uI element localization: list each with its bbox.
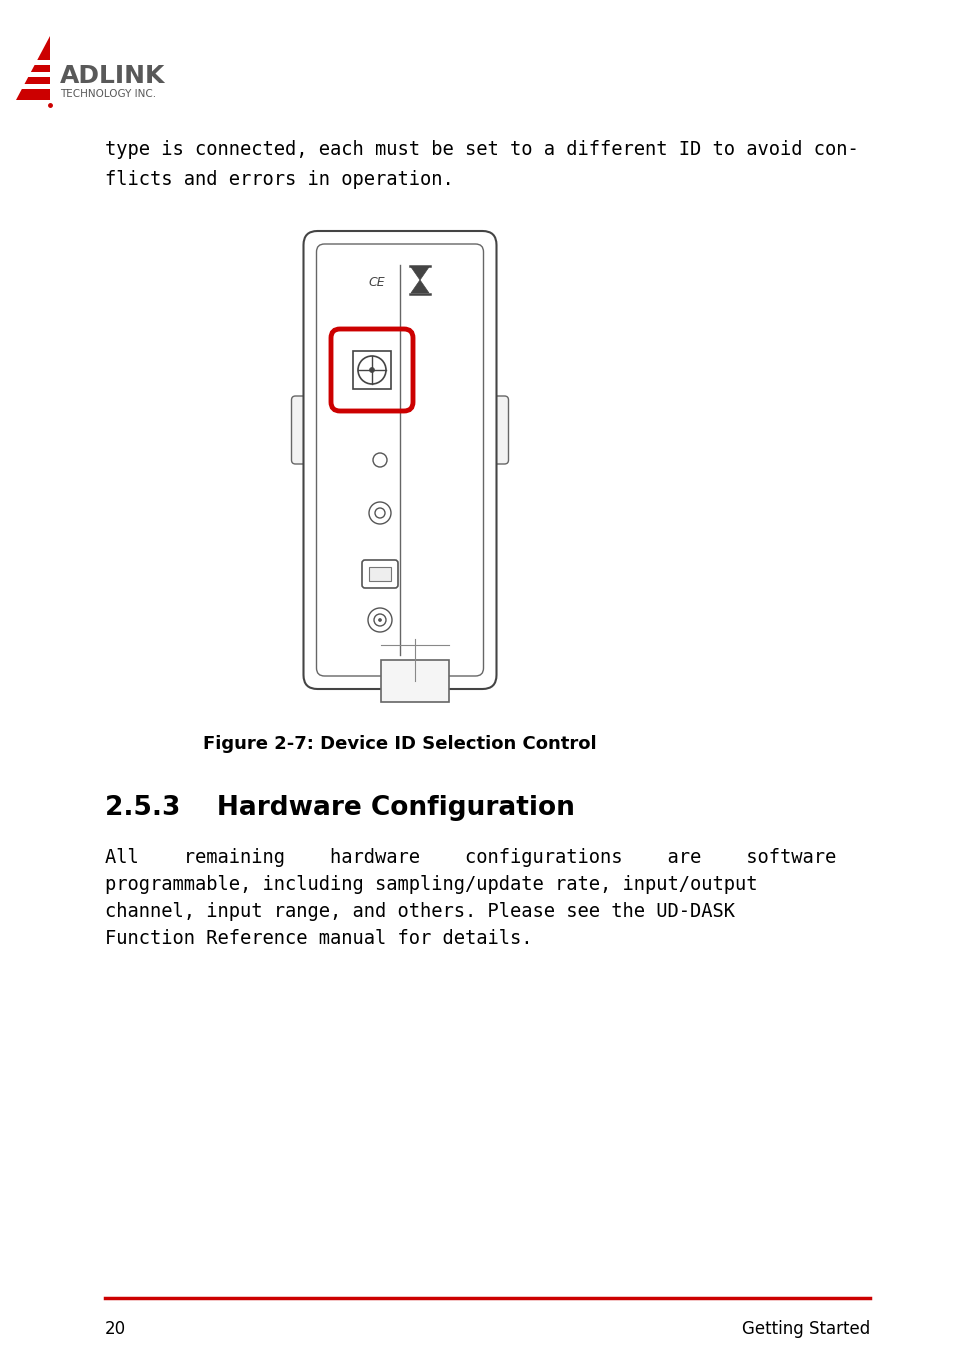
Circle shape <box>373 453 387 466</box>
Text: ADLINK: ADLINK <box>60 64 165 88</box>
Polygon shape <box>16 37 50 100</box>
Circle shape <box>368 608 392 631</box>
Text: 2.5.3    Hardware Configuration: 2.5.3 Hardware Configuration <box>105 795 575 821</box>
Circle shape <box>357 356 386 384</box>
FancyBboxPatch shape <box>292 396 321 464</box>
FancyBboxPatch shape <box>361 560 397 588</box>
Polygon shape <box>411 280 429 293</box>
Text: All    remaining    hardware    configurations    are    software: All remaining hardware configurations ar… <box>105 848 836 867</box>
Text: Function Reference manual for details.: Function Reference manual for details. <box>105 929 532 948</box>
Circle shape <box>369 502 391 525</box>
Bar <box>20 59 50 65</box>
FancyBboxPatch shape <box>478 396 508 464</box>
Circle shape <box>369 368 375 373</box>
Bar <box>353 352 391 389</box>
Text: flicts and errors in operation.: flicts and errors in operation. <box>105 170 454 189</box>
FancyBboxPatch shape <box>303 231 496 690</box>
Bar <box>380 660 449 702</box>
Text: type is connected, each must be set to a different ID to avoid con-: type is connected, each must be set to a… <box>105 141 858 160</box>
Bar <box>20 84 50 89</box>
Bar <box>369 566 391 581</box>
Text: Figure 2-7: Device ID Selection Control: Figure 2-7: Device ID Selection Control <box>203 735 597 753</box>
FancyBboxPatch shape <box>316 243 483 676</box>
Text: TECHNOLOGY INC.: TECHNOLOGY INC. <box>60 89 156 99</box>
Circle shape <box>374 614 386 626</box>
Text: Getting Started: Getting Started <box>741 1320 869 1338</box>
Text: 20: 20 <box>105 1320 126 1338</box>
Circle shape <box>375 508 385 518</box>
Bar <box>20 72 50 77</box>
Text: programmable, including sampling/update rate, input/output: programmable, including sampling/update … <box>105 875 757 894</box>
Text: CE: CE <box>368 277 384 289</box>
Text: channel, input range, and others. Please see the UD-DASK: channel, input range, and others. Please… <box>105 902 734 921</box>
Circle shape <box>378 618 381 622</box>
Polygon shape <box>411 266 429 280</box>
